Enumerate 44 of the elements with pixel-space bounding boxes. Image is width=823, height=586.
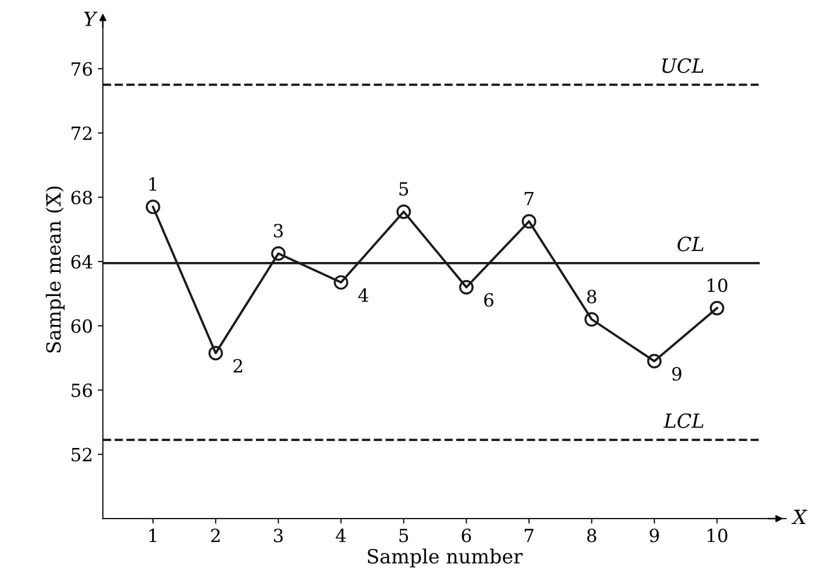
annotation: 10 <box>708 278 728 292</box>
x-tick-label: 10 <box>708 528 728 542</box>
point <box>459 280 474 294</box>
x-tick-label: 2 <box>211 528 220 542</box>
x-tick-label: 1 <box>149 528 156 542</box>
point <box>647 354 662 368</box>
y-tick-label: 72 <box>72 126 92 140</box>
y-tick-label: 56 <box>72 384 92 398</box>
annotation: 5 <box>399 182 408 196</box>
point <box>396 204 411 219</box>
y-tick-label: 68 <box>71 190 92 204</box>
y-axis-title: Sample mean (X̄) <box>46 186 65 352</box>
y-tick-label: 52 <box>72 448 92 462</box>
text: Y <box>84 12 98 26</box>
point <box>146 200 160 214</box>
text: X <box>792 510 808 524</box>
annotation: 1 <box>149 177 156 191</box>
x-tick-label: 7 <box>524 528 534 542</box>
point <box>710 300 724 316</box>
annotation: 6 <box>484 293 494 307</box>
annotation: 3 <box>274 224 283 238</box>
point <box>208 346 223 360</box>
x-tick-label: 4 <box>336 528 346 542</box>
annotation: 8 <box>587 290 596 304</box>
x-tick-label: 3 <box>274 528 283 542</box>
ref-line-label: UCL <box>662 58 704 73</box>
point <box>334 275 348 290</box>
point <box>522 214 536 229</box>
ref-line-label: LCL <box>664 413 704 428</box>
point <box>271 246 286 261</box>
annotation: 7 <box>524 192 534 206</box>
annotation: 9 <box>672 367 682 381</box>
y-tick-label: 76 <box>72 62 92 76</box>
annotation: 4 <box>358 288 368 302</box>
x-tick-label: 9 <box>650 528 659 542</box>
y-tick-label: 64 <box>71 254 92 269</box>
y-tick-label: 60 <box>71 319 92 333</box>
x-tick-label: 5 <box>399 528 408 542</box>
point <box>584 312 599 327</box>
x-tick-label: 8 <box>587 528 596 542</box>
x-tick-label: 6 <box>462 528 471 542</box>
x-axis-title: Sample number <box>368 548 523 568</box>
annotation: 2 <box>234 358 242 372</box>
ref-line-label: CL <box>678 236 704 252</box>
